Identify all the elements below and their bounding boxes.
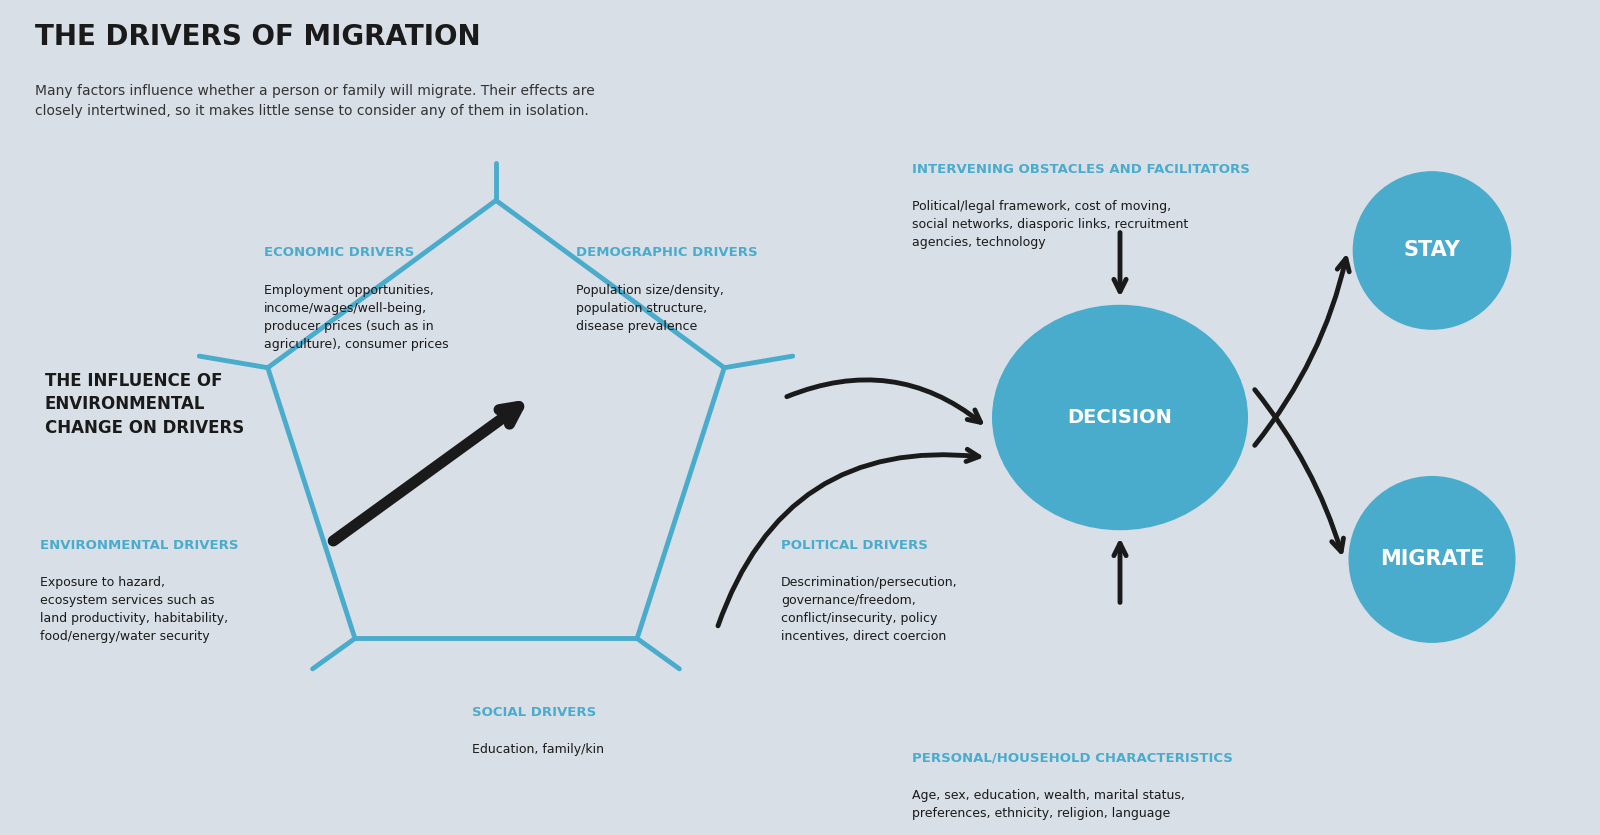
Text: Education, family/kin: Education, family/kin <box>472 743 605 757</box>
Ellipse shape <box>992 305 1248 530</box>
Text: DECISION: DECISION <box>1067 408 1173 427</box>
Text: PERSONAL/HOUSEHOLD CHARACTERISTICS: PERSONAL/HOUSEHOLD CHARACTERISTICS <box>912 752 1234 765</box>
Circle shape <box>1352 171 1512 330</box>
Text: INTERVENING OBSTACLES AND FACILITATORS: INTERVENING OBSTACLES AND FACILITATORS <box>912 163 1250 176</box>
Circle shape <box>1349 476 1515 643</box>
Text: Descrimination/persecution,
governance/freedom,
conflict/insecurity, policy
ince: Descrimination/persecution, governance/f… <box>781 576 957 643</box>
Text: THE DRIVERS OF MIGRATION: THE DRIVERS OF MIGRATION <box>35 23 482 52</box>
Text: Employment opportunities,
income/wages/well-being,
producer prices (such as in
a: Employment opportunities, income/wages/w… <box>264 284 448 351</box>
Text: POLITICAL DRIVERS: POLITICAL DRIVERS <box>781 539 928 552</box>
Text: Political/legal framework, cost of moving,
social networks, diasporic links, rec: Political/legal framework, cost of movin… <box>912 200 1189 250</box>
Text: Exposure to hazard,
ecosystem services such as
land productivity, habitability,
: Exposure to hazard, ecosystem services s… <box>40 576 229 643</box>
Text: ECONOMIC DRIVERS: ECONOMIC DRIVERS <box>264 246 414 260</box>
Text: SOCIAL DRIVERS: SOCIAL DRIVERS <box>472 706 597 719</box>
Text: ENVIRONMENTAL DRIVERS: ENVIRONMENTAL DRIVERS <box>40 539 238 552</box>
Text: Many factors influence whether a person or family will migrate. Their effects ar: Many factors influence whether a person … <box>35 84 595 118</box>
Text: Population size/density,
population structure,
disease prevalence: Population size/density, population stru… <box>576 284 723 333</box>
Text: MIGRATE: MIGRATE <box>1379 549 1485 569</box>
Text: THE INFLUENCE OF
ENVIRONMENTAL
CHANGE ON DRIVERS: THE INFLUENCE OF ENVIRONMENTAL CHANGE ON… <box>45 372 245 437</box>
Text: Age, sex, education, wealth, marital status,
preferences, ethnicity, religion, l: Age, sex, education, wealth, marital sta… <box>912 789 1186 820</box>
Text: DEMOGRAPHIC DRIVERS: DEMOGRAPHIC DRIVERS <box>576 246 758 260</box>
Text: STAY: STAY <box>1403 240 1461 261</box>
